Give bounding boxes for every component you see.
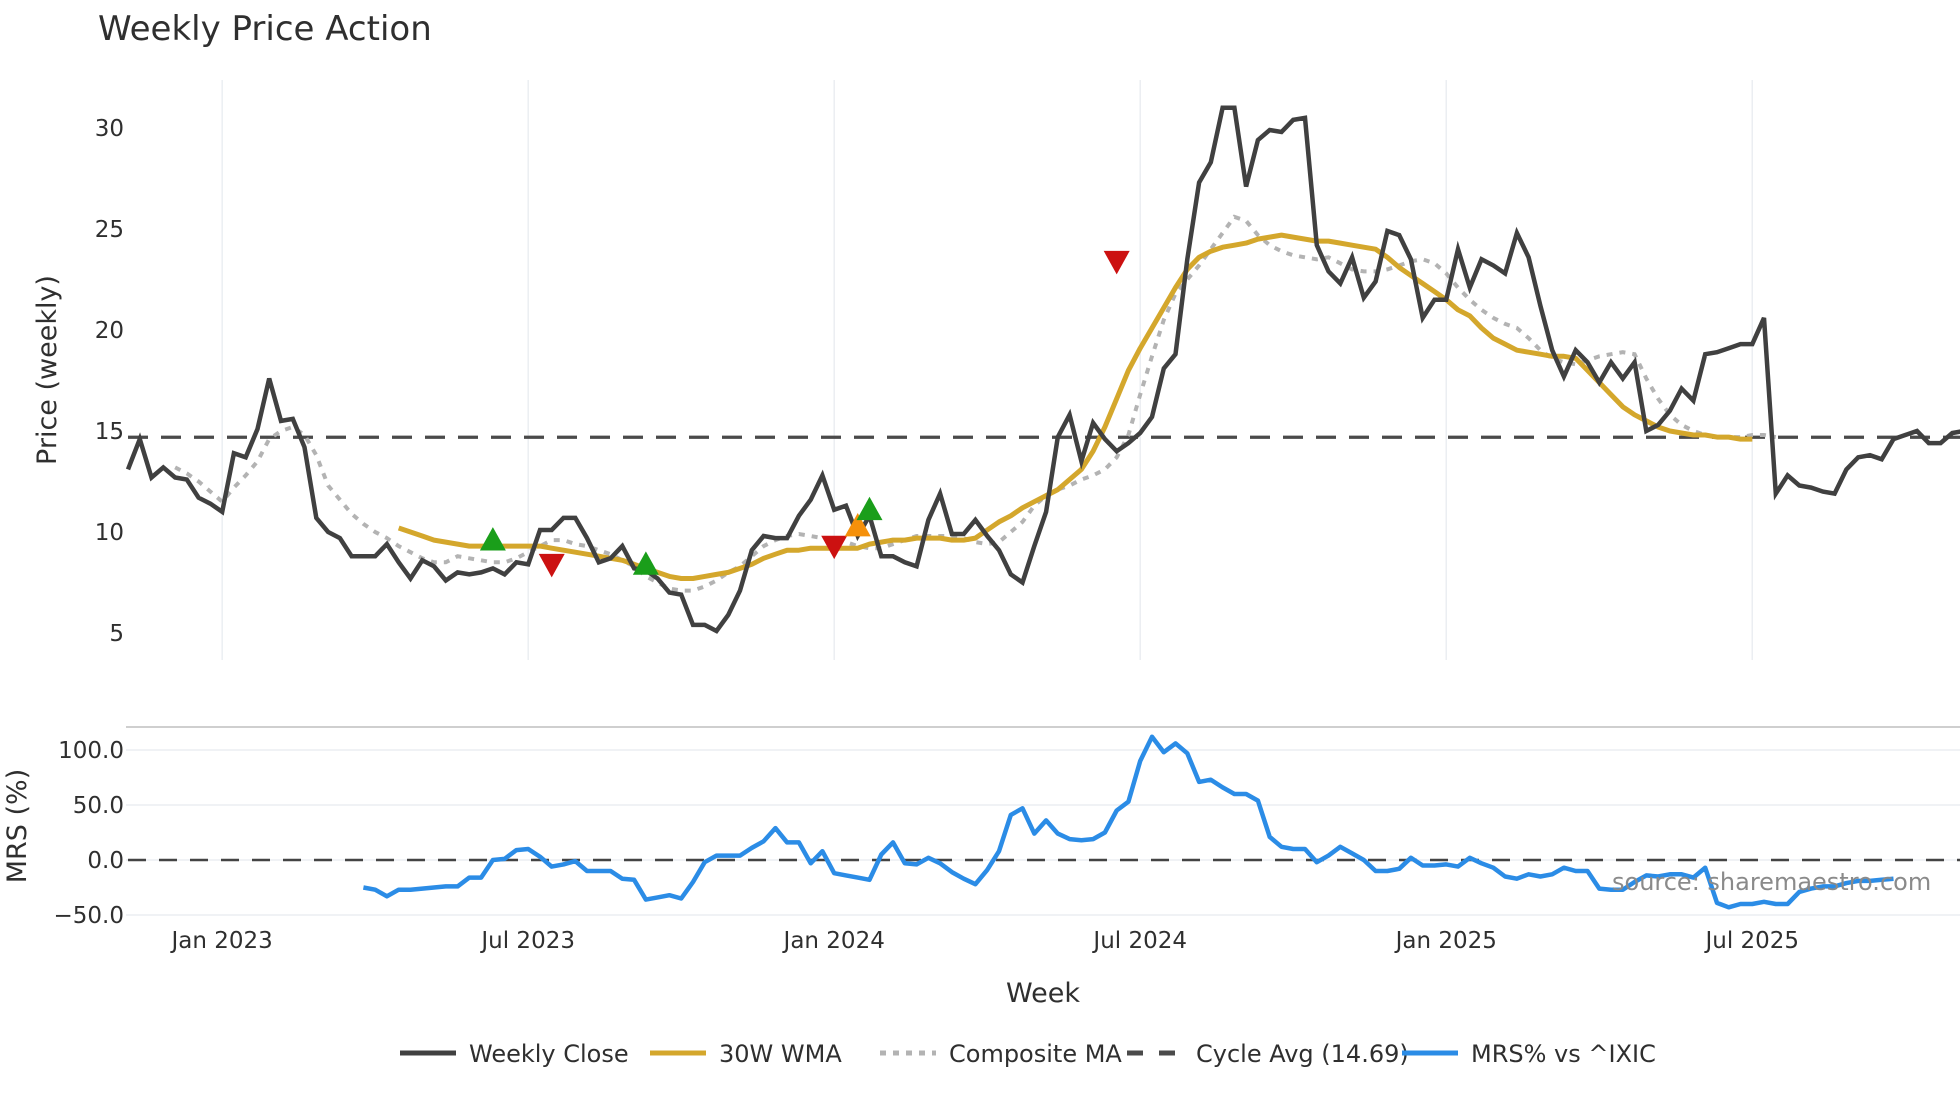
mrs-y-tick-label: 0.0 [87,848,124,874]
caution-signal-marker [844,512,871,537]
legend-label: MRS% vs ^IXIC [1471,1040,1656,1068]
price-y-tick-label: 30 [95,116,124,142]
composite-ma-line [174,214,1777,593]
legend-label: 30W WMA [719,1040,842,1068]
x-axis-label: Week [1006,978,1080,1009]
mrs-y-ticks: −50.0 0.0 50.0 100.0 [54,738,124,929]
chart-title: Weekly Price Action [98,9,432,49]
mrs-y-tick-label: −50.0 [54,903,124,929]
price-vertical-gridlines [221,80,1754,660]
price-y-tick-label: 20 [95,318,124,344]
legend-label: Composite MA [949,1040,1122,1068]
buy-signal-marker [856,496,883,521]
x-tick-label: Jan 2023 [170,928,273,954]
sell-signal-marker [538,553,565,578]
signal-markers [479,250,1130,578]
legend-label: Cycle Avg (14.69) [1196,1040,1409,1068]
price-y-tick-label: 10 [95,520,124,546]
price-y-tick-label: 15 [95,419,124,445]
buy-signal-marker [479,527,506,551]
legend: Weekly Close 30W WMA Composite MA Cycle Avg… [400,1040,1656,1068]
price-y-tick-label: 5 [109,621,124,647]
x-tick-label: Jan 2025 [1394,928,1497,954]
price-y-tick-label: 25 [95,217,124,243]
mrs-y-tick-label: 100.0 [58,738,124,764]
wma-30w-line [397,232,1753,581]
x-tick-label: Jul 2024 [1091,928,1187,954]
mrs-y-axis-label: MRS (%) [2,769,33,884]
source-watermark: source: sharemaestro.com [1612,868,1931,896]
price-y-axis-label: Price (weekly) [32,275,63,465]
x-tick-label: Jan 2024 [782,928,885,954]
legend-label: Weekly Close [469,1040,629,1068]
x-axis-ticks: Jan 2023 Jul 2023 Jan 2024 Jul 2024 Jan 2025… [170,928,1800,954]
sell-signal-marker [1103,250,1130,275]
price-panel: 5 10 15 20 25 30 Price (weekly) [32,80,1960,660]
x-tick-label: Jul 2023 [479,928,575,954]
mrs-line [362,734,1894,910]
mrs-panel: −50.0 0.0 50.0 100.0 MRS (%) source: sharem… [2,726,1960,929]
sell-signal-marker [821,535,848,560]
x-tick-label: Jul 2025 [1703,928,1799,954]
buy-signal-marker [632,551,659,575]
weekly-close-line [125,105,1960,634]
mrs-y-tick-label: 50.0 [73,793,124,819]
price-y-ticks: 5 10 15 20 25 30 [95,116,124,647]
